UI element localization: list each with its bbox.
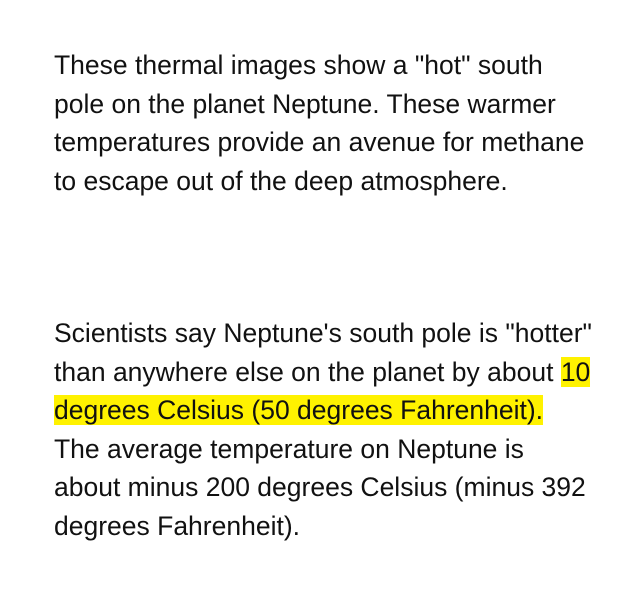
paragraph-text-before-highlight: Scientists say Neptune's south pole is "…	[54, 318, 592, 387]
paragraph-thermal-images: These thermal images show a "hot" south …	[54, 50, 585, 196]
paragraph-text-after-highlight: The average temperature on Neptune is ab…	[54, 433, 586, 541]
paragraph-south-pole: Scientists say Neptune's south pole is "…	[54, 314, 594, 545]
